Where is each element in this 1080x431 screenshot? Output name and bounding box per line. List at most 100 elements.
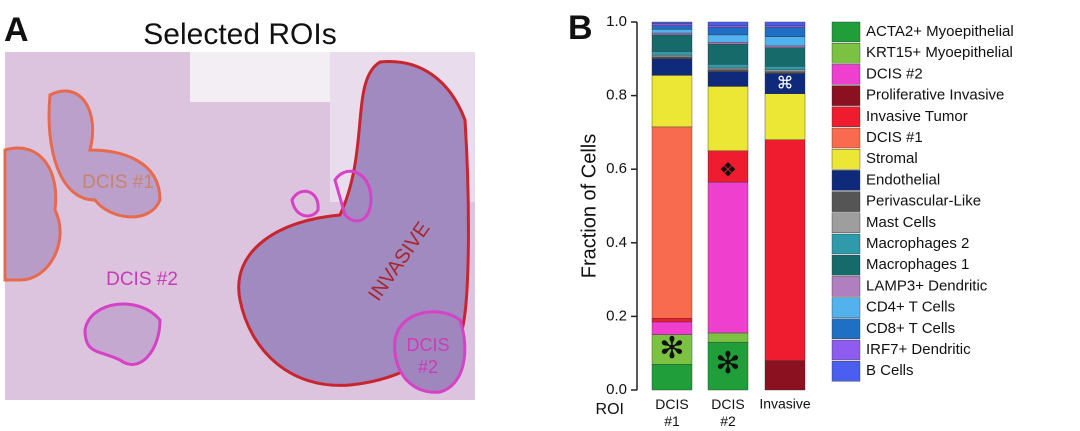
bar-segment — [651, 126, 693, 319]
bar-annotation: ✻ — [659, 332, 684, 365]
bar-segment — [707, 332, 749, 343]
roi-outline — [237, 60, 470, 387]
legend-label: Mast Cells — [866, 214, 936, 231]
legend-swatch — [831, 64, 861, 85]
y-tick-label: 0.2 — [606, 307, 627, 324]
legend-label: CD8+ T Cells — [866, 320, 955, 337]
legend-swatch — [831, 43, 861, 64]
bar-segment — [651, 21, 693, 25]
bar-segment — [707, 42, 749, 45]
bar-segment — [651, 318, 693, 323]
legend-swatch — [831, 148, 861, 170]
legend-swatch — [831, 106, 861, 128]
roi-outline — [333, 169, 373, 223]
legend-label: Macrophages 1 — [866, 256, 969, 273]
legend-label: KRT15+ Myoepithelial — [866, 44, 1013, 61]
bar-segment — [764, 21, 806, 26]
legend-label: DCIS #2 — [866, 65, 923, 82]
panel-title: Selected ROIs — [143, 18, 336, 51]
legend-swatch — [831, 85, 861, 106]
bar-segment — [651, 58, 693, 76]
bar-annotation: ❖ — [719, 159, 737, 181]
roi-label: DCIS — [406, 335, 449, 355]
panel-label: A — [4, 11, 29, 49]
legend-label: DCIS #1 — [866, 129, 923, 146]
bar-segment — [764, 360, 806, 391]
bar-segment — [764, 65, 806, 71]
bar-segment — [707, 150, 749, 183]
bar-segment — [707, 181, 749, 334]
roi-outline — [393, 310, 467, 394]
bar-segment — [764, 45, 806, 48]
bar-segment — [651, 23, 693, 26]
bar-segment — [764, 25, 806, 28]
roi-outline — [47, 89, 162, 219]
legend-label: Proliferative Invasive — [866, 87, 1004, 104]
bar-segment — [707, 86, 749, 152]
legend-label: IRF7+ Dendritic — [866, 341, 971, 358]
bar-segment — [707, 21, 749, 26]
bar-segment — [707, 64, 749, 69]
legend-swatch — [831, 191, 861, 212]
bar-segment — [707, 27, 749, 36]
tissue-region — [190, 52, 330, 102]
legend-label: Invasive Tumor — [866, 108, 968, 125]
bar-segment — [651, 54, 693, 58]
panel-label: B — [568, 9, 593, 47]
legend-swatch — [831, 254, 861, 276]
bar-segment — [764, 47, 806, 67]
legend-label: ACTA2+ Myoepithelial — [866, 23, 1014, 40]
roi-label: DCIS #2 — [106, 269, 178, 290]
legend-label: LAMP3+ Dendritic — [866, 277, 988, 294]
roi-label: #2 — [418, 357, 438, 377]
legend-swatch — [831, 127, 861, 149]
legend-swatch — [831, 21, 861, 43]
legend-swatch — [831, 233, 861, 255]
bar-segment — [707, 67, 749, 71]
bar-segment — [707, 341, 749, 391]
bar-segment — [651, 56, 693, 59]
y-tick-label: 0.0 — [606, 381, 627, 398]
bar-segment — [651, 32, 693, 36]
x-tick-label: DCIS #1 — [655, 396, 688, 429]
legend-swatch — [831, 297, 861, 318]
roi-label: DCIS #1 — [82, 172, 154, 193]
roi-outline — [3, 146, 62, 282]
bar-segment — [764, 93, 806, 140]
bar-segment — [651, 75, 693, 128]
roi-outline — [83, 302, 162, 366]
y-axis-label: Fraction of Cells — [578, 134, 600, 279]
bar-segment — [707, 71, 749, 87]
bar-annotation: ⌘ — [777, 73, 794, 92]
legend-swatch — [831, 170, 861, 191]
legend-label: Endothelial — [866, 171, 940, 188]
bar-segment — [764, 69, 806, 72]
y-tick-label: 1.0 — [606, 13, 627, 30]
bar-segment — [707, 69, 749, 72]
bar-segment — [651, 25, 693, 30]
bar-segment — [707, 43, 749, 65]
roi-outline — [290, 189, 320, 218]
x-tick-label: Invasive — [759, 396, 811, 412]
y-tick-label: 0.8 — [606, 87, 627, 104]
x-axis-label: ROI — [596, 401, 624, 418]
bar-segment — [651, 51, 693, 56]
bar-segment — [651, 34, 693, 52]
bar-segment — [707, 25, 749, 28]
x-tick-label: DCIS #2 — [711, 396, 744, 429]
legend-swatch — [831, 361, 861, 382]
panel-b: B Fraction of Cells ROI 0.0 0.2 0.4 0.6 0.8 1… — [568, 9, 1014, 429]
y-tick-label: 0.4 — [606, 234, 627, 251]
legend-swatch — [831, 318, 861, 339]
bar-segment — [651, 334, 693, 365]
legend-swatch — [831, 339, 861, 361]
legend-label: CD4+ T Cells — [866, 299, 955, 316]
bar-annotation: ✻ — [715, 347, 740, 380]
bar-segment — [651, 29, 693, 34]
legend-label: Perivascular-Like — [866, 193, 981, 210]
bar-segment — [707, 34, 749, 43]
legend-swatch — [831, 276, 861, 297]
bar-segment — [651, 364, 693, 391]
bar-segment — [764, 139, 806, 361]
